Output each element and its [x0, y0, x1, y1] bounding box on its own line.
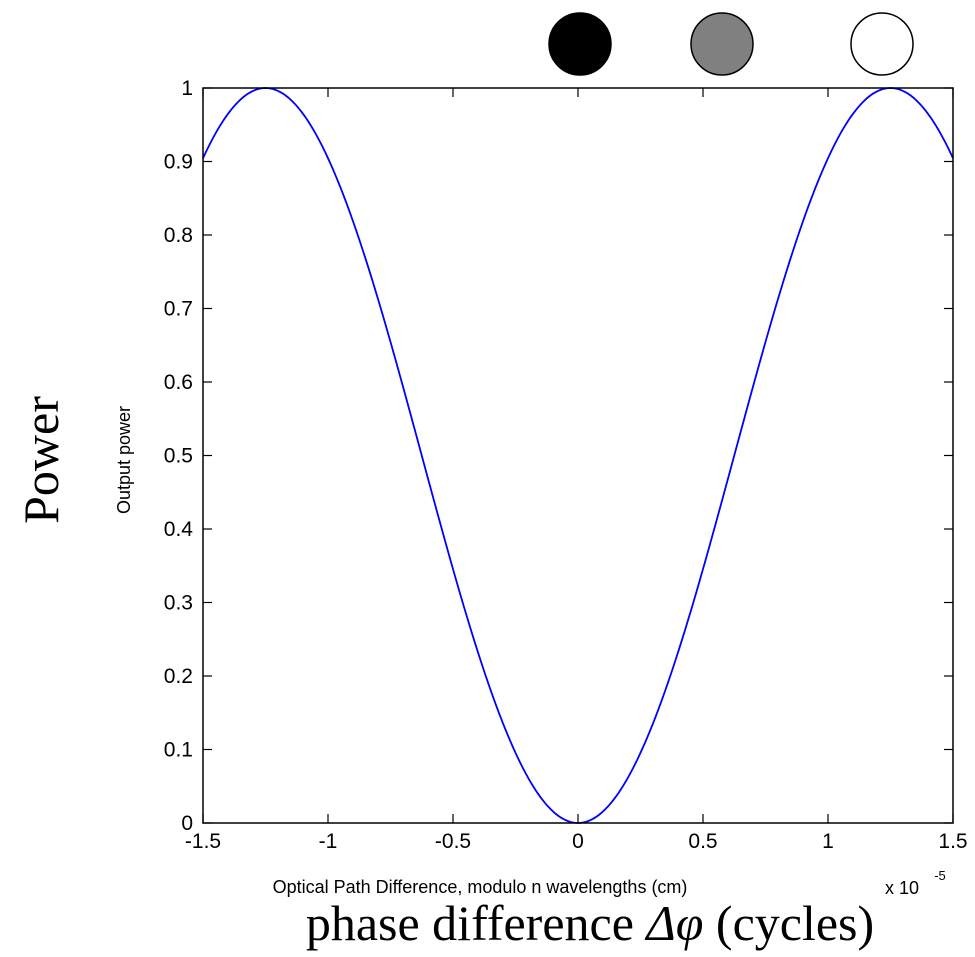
y-tick-label: 0.8 [164, 224, 193, 247]
overlay-x-label: phase difference Δφ (cycles) [306, 895, 874, 951]
x-ticks: -1.5 -1 -0.5 0 0.5 1 1.5 [185, 88, 968, 853]
y-tick-label: 1 [181, 77, 193, 100]
x-axis-label: Optical Path Difference, modulo n wavele… [273, 877, 688, 897]
phase-marker-circle-0 [548, 12, 612, 76]
curve-layer [202, 87, 954, 824]
x-tick-label: -0.5 [435, 830, 471, 853]
y-tick-label: 0.9 [164, 151, 193, 174]
x-exponent: x 10 -5 [885, 868, 946, 898]
x-tick-label: 1.5 [938, 830, 967, 853]
y-tick-label: 0.4 [164, 518, 194, 541]
phase-marker-circle-2 [850, 12, 914, 76]
x-tick-label: -1 [319, 830, 338, 853]
y-axis-label: Output power [114, 406, 134, 514]
x-exponent-power: -5 [934, 868, 946, 883]
y-tick-label: 0.6 [164, 371, 193, 394]
x-exponent-base: x 10 [885, 878, 919, 898]
overlay-x-label-symbol: Δφ [644, 895, 703, 951]
y-tick-label: 0.3 [164, 592, 193, 615]
y-tick-label: 0.2 [164, 665, 193, 688]
phase-markers [548, 12, 914, 76]
y-tick-label: 0.1 [164, 739, 193, 762]
phase-marker-circle-1 [690, 12, 754, 76]
series-line-0 [202, 87, 954, 824]
overlay-y-label: Power [13, 396, 69, 524]
plot-frame [202, 87, 954, 824]
x-tick-label: 1 [822, 830, 834, 853]
overlay-x-label-suffix: (cycles) [703, 895, 874, 951]
x-tick-label: -1.5 [185, 830, 221, 853]
x-tick-label: 0 [572, 830, 584, 853]
y-tick-label: 0.5 [164, 445, 193, 468]
y-tick-label: 0 [181, 812, 193, 835]
y-tick-label: 0.7 [164, 298, 193, 321]
y-ticks: 0 0.1 0.2 0.3 0.4 0.5 0.6 0.7 0.8 0.9 1 [164, 77, 953, 835]
overlay-x-label-prefix: phase difference [306, 895, 647, 951]
x-tick-label: 0.5 [688, 830, 717, 853]
